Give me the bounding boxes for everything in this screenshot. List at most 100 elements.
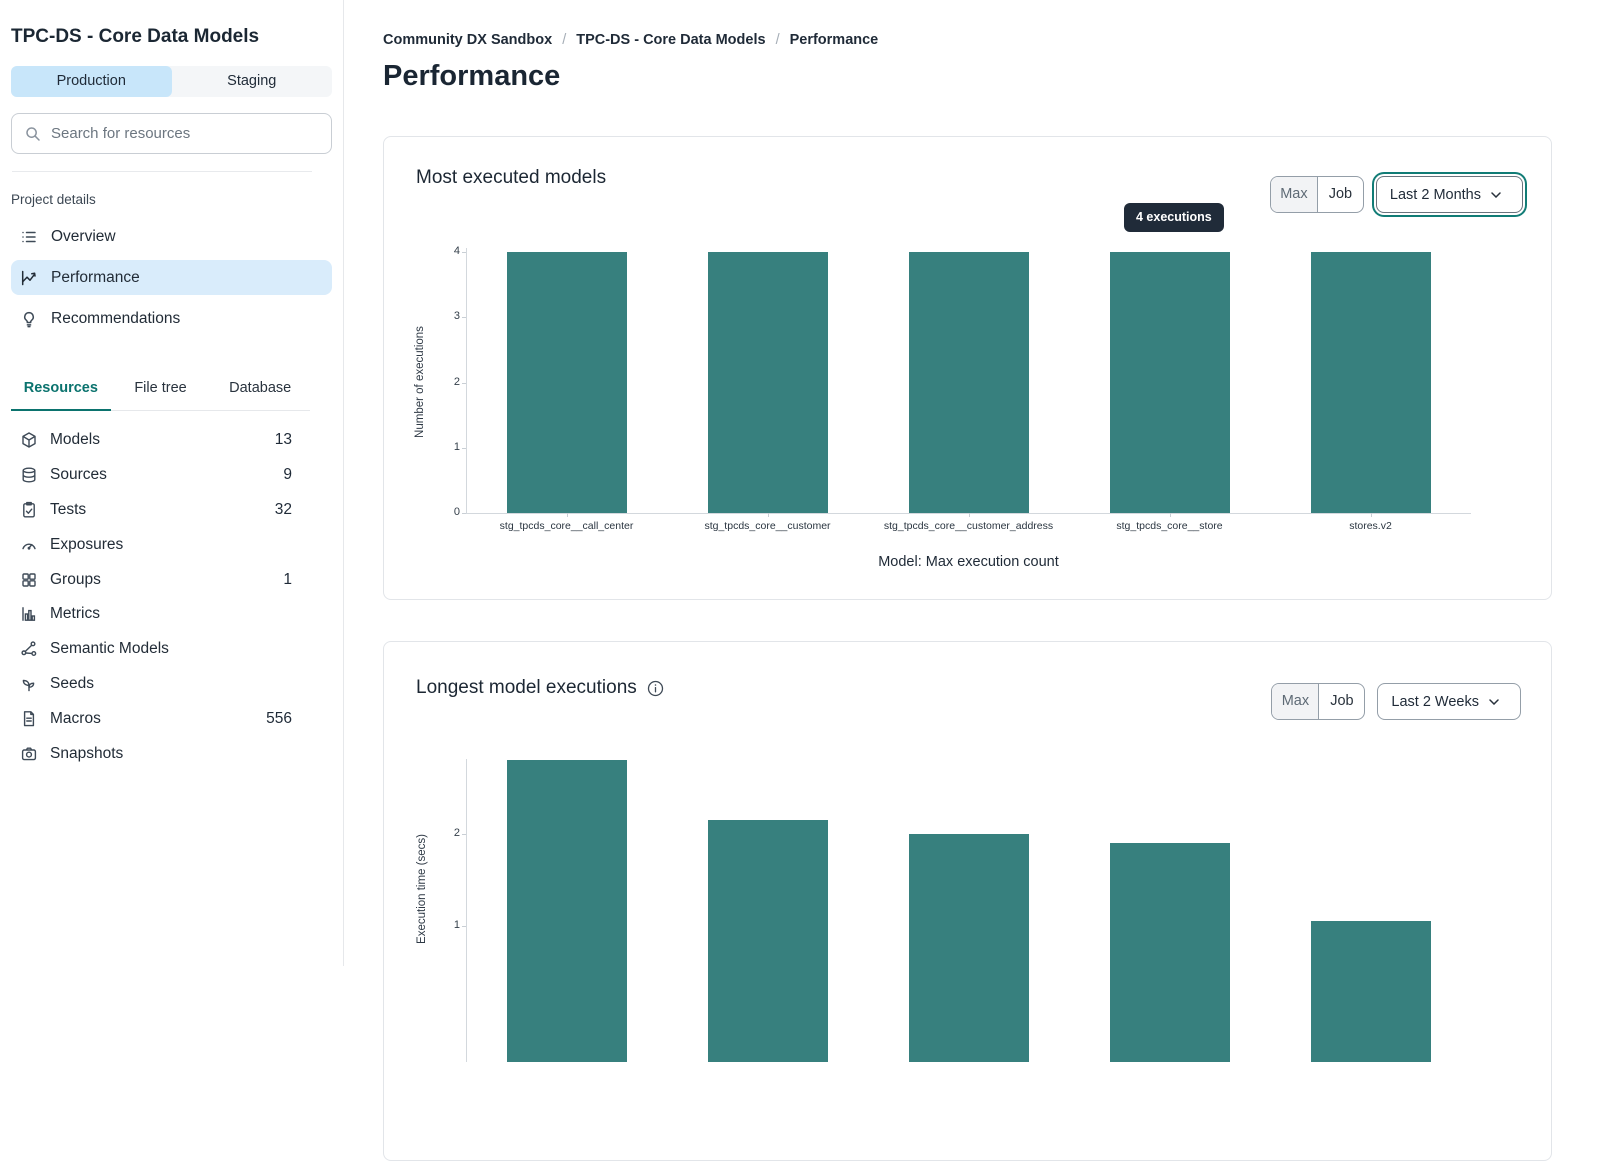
file-text-icon bbox=[20, 710, 38, 728]
tab-production[interactable]: Production bbox=[11, 66, 172, 97]
sidebar-item-overview[interactable]: Overview bbox=[11, 219, 332, 254]
resource-label: Seeds bbox=[50, 674, 94, 692]
resource-label: Sources bbox=[50, 466, 107, 484]
bar-stg_tpcds_core__customer_address[interactable] bbox=[908, 252, 1029, 513]
max-job-toggle: Max Job bbox=[1271, 683, 1366, 720]
chart-controls: Max Job Last 2 Months bbox=[1269, 176, 1523, 213]
resource-row-macros[interactable]: Macros 556 bbox=[11, 701, 332, 736]
sidebar: TPC-DS - Core Data Models Production Sta… bbox=[0, 0, 344, 966]
gauge-icon bbox=[20, 536, 38, 554]
bar-stg_tpcds_core__store[interactable] bbox=[1109, 252, 1230, 513]
performance-page: { "sidebar": { "title": "TPC-DS - Core D… bbox=[0, 0, 1621, 966]
resource-label: Groups bbox=[50, 570, 101, 588]
breadcrumb: Community DX Sandbox TPC-DS - Core Data … bbox=[383, 32, 878, 48]
bar-column-4[interactable] bbox=[1109, 843, 1230, 1062]
x-tick-mark bbox=[566, 513, 568, 517]
date-range-dropdown[interactable]: Last 2 Months bbox=[1375, 176, 1523, 213]
resource-label: Metrics bbox=[50, 605, 100, 623]
resource-label: Snapshots bbox=[50, 744, 124, 762]
y-tick-label: 1 bbox=[453, 440, 460, 453]
resource-tabs: Resources File tree Database bbox=[11, 372, 310, 411]
resource-count: 32 bbox=[274, 500, 292, 518]
resource-row-sources[interactable]: Sources 9 bbox=[11, 458, 332, 493]
resource-label: Tests bbox=[50, 500, 87, 518]
bar-column-3[interactable] bbox=[908, 834, 1029, 1062]
lightbulb-icon bbox=[20, 310, 38, 328]
bar-column-2[interactable] bbox=[707, 820, 828, 1062]
x-tick-label: stg_tpcds_core__store bbox=[1116, 520, 1223, 532]
resource-label: Macros bbox=[50, 709, 101, 727]
environment-switcher: Production Staging bbox=[11, 66, 332, 97]
chart-title: Most executed models bbox=[416, 167, 606, 189]
resource-row-snapshots[interactable]: Snapshots bbox=[11, 736, 332, 771]
chart-tooltip: 4 executions bbox=[1124, 203, 1224, 232]
resource-count: 1 bbox=[283, 570, 292, 588]
x-tick-label: stores.v2 bbox=[1349, 520, 1392, 532]
sidebar-item-recommendations[interactable]: Recommendations bbox=[11, 301, 332, 336]
divider bbox=[12, 171, 312, 172]
bar-stg_tpcds_core__customer[interactable] bbox=[707, 252, 828, 513]
y-tick-label: 3 bbox=[453, 310, 460, 323]
resource-search[interactable] bbox=[11, 113, 332, 154]
resource-list: Models 13 Sources 9 Tests 32 Exposures bbox=[11, 423, 332, 771]
search-input[interactable] bbox=[51, 125, 319, 142]
tab-resources[interactable]: Resources bbox=[11, 372, 111, 411]
chart-title-text: Longest model executions bbox=[416, 677, 637, 698]
tab-file-tree[interactable]: File tree bbox=[134, 380, 187, 396]
network-icon bbox=[20, 640, 38, 658]
y-tick-mark bbox=[462, 513, 466, 514]
toggle-max-button[interactable]: Max bbox=[1272, 684, 1319, 719]
y-axis-line bbox=[466, 248, 467, 513]
info-icon[interactable] bbox=[647, 680, 665, 697]
chevron-down-icon bbox=[1489, 698, 1507, 705]
list-icon bbox=[20, 228, 38, 246]
most-executed-models-card: Most executed models Max Job Last 2 Mont… bbox=[383, 136, 1552, 600]
tab-database[interactable]: Database bbox=[229, 380, 292, 396]
resource-row-tests[interactable]: Tests 32 bbox=[11, 493, 332, 528]
main-content: Community DX Sandbox TPC-DS - Core Data … bbox=[345, 0, 1621, 1161]
x-tick-label: stg_tpcds_core__call_center bbox=[499, 520, 634, 532]
breadcrumb-project[interactable]: TPC-DS - Core Data Models bbox=[552, 32, 765, 48]
bar-column-1[interactable] bbox=[506, 760, 627, 1062]
x-tick-mark bbox=[1370, 513, 1372, 517]
tab-staging[interactable]: Staging bbox=[227, 73, 277, 89]
date-range-dropdown[interactable]: Last 2 Weeks bbox=[1377, 683, 1521, 720]
breadcrumb-account[interactable]: Community DX Sandbox bbox=[383, 32, 553, 48]
most-executed-models-chart: 0 1 2 3 4 stg_tpcds_core__call_center stg_tpcd… bbox=[384, 137, 1551, 599]
sidebar-item-performance[interactable]: Performance bbox=[11, 260, 332, 295]
resource-row-semantic-models[interactable]: Semantic Models bbox=[11, 632, 332, 667]
date-range-value: Last 2 Weeks bbox=[1391, 693, 1479, 710]
bar-stg_tpcds_core__call_center[interactable] bbox=[506, 252, 627, 513]
x-axis-title: Model: Max execution count bbox=[878, 554, 1059, 570]
resource-row-groups[interactable]: Groups 1 bbox=[11, 562, 332, 597]
resource-count: 13 bbox=[274, 431, 292, 449]
chart-title: Longest model executions bbox=[416, 677, 665, 699]
toggle-job-button[interactable]: Job bbox=[1316, 177, 1363, 212]
bar-chart-icon bbox=[20, 605, 38, 623]
sidebar-item-label: Recommendations bbox=[51, 309, 181, 327]
y-tick-mark bbox=[462, 252, 466, 253]
chart-title-text: Most executed models bbox=[416, 167, 607, 188]
y-tick-mark bbox=[462, 317, 466, 319]
cube-icon bbox=[20, 431, 38, 449]
y-tick-label: 2 bbox=[453, 827, 460, 839]
database-icon bbox=[20, 466, 38, 484]
camera-icon bbox=[20, 745, 38, 763]
resource-row-seeds[interactable]: Seeds bbox=[11, 667, 332, 702]
resource-label: Exposures bbox=[50, 535, 124, 553]
resource-label: Semantic Models bbox=[50, 640, 169, 658]
y-tick-label: 0 bbox=[453, 506, 460, 518]
resource-row-exposures[interactable]: Exposures bbox=[11, 527, 332, 562]
y-tick-label: 1 bbox=[453, 919, 460, 931]
x-tick-label: stg_tpcds_core__customer bbox=[704, 520, 831, 532]
toggle-job-button[interactable]: Job bbox=[1318, 684, 1364, 719]
bar-stores.v2[interactable] bbox=[1310, 252, 1431, 513]
project-details-label: Project details bbox=[11, 192, 96, 207]
bar-column-5[interactable] bbox=[1310, 921, 1431, 1062]
resource-row-metrics[interactable]: Metrics bbox=[11, 597, 332, 632]
chevron-down-icon bbox=[1491, 191, 1509, 198]
resource-row-models[interactable]: Models 13 bbox=[11, 423, 332, 458]
y-tick-label: 2 bbox=[453, 375, 460, 388]
toggle-max-button[interactable]: Max bbox=[1270, 177, 1317, 212]
